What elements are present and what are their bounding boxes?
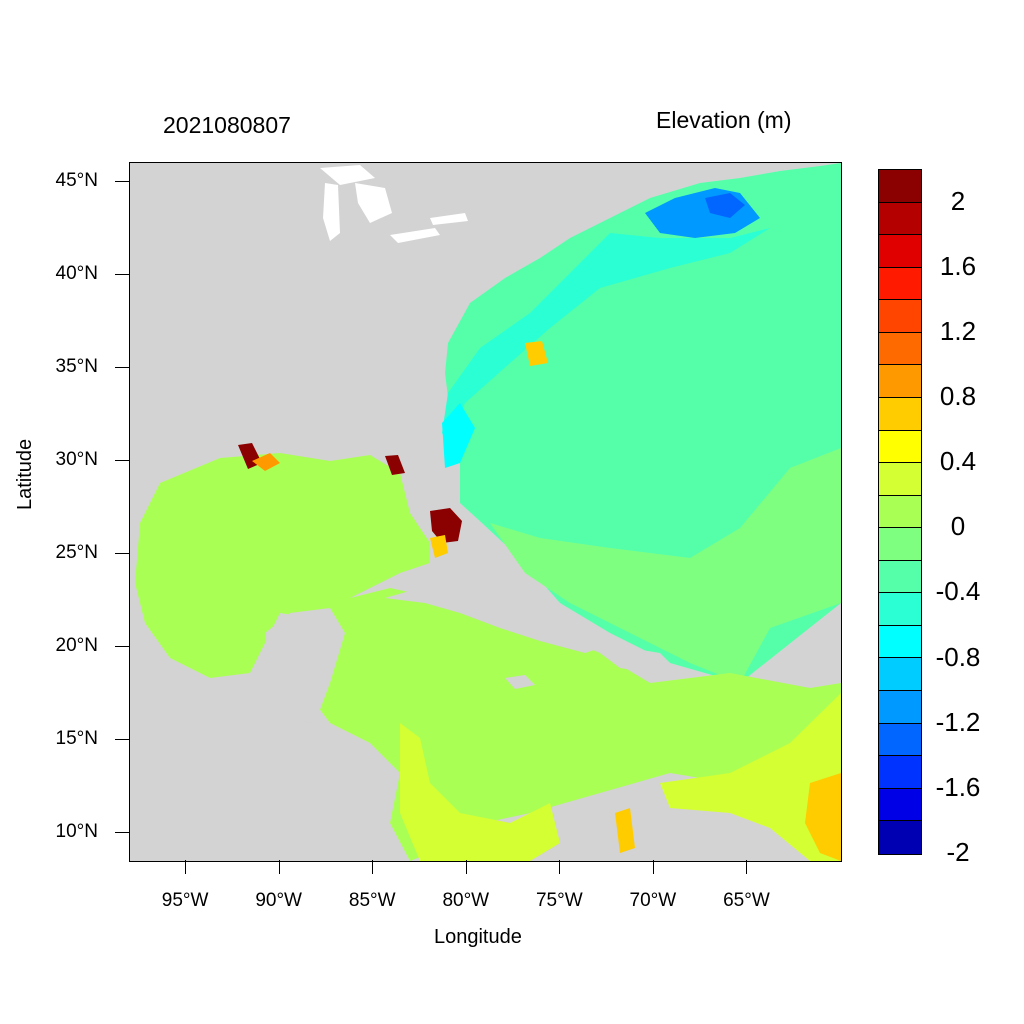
colorbar-label: 1.2 [939, 315, 977, 346]
colorbar-segment [879, 430, 921, 464]
colorbar-segment [879, 756, 921, 789]
x-tick-label: 95°W [161, 890, 209, 911]
colorbar-segment [879, 365, 921, 398]
x-tick-label: 65°W [723, 890, 770, 911]
florida-surge-mid [430, 535, 448, 558]
x-tick-label: 80°W [442, 890, 490, 911]
x-tick-label: 85°W [348, 890, 396, 911]
caribbean-south [400, 723, 560, 861]
y-tick-label: 20°N [55, 634, 98, 656]
x-tick-label: 70°W [629, 890, 677, 911]
y-tick-mark [115, 832, 129, 834]
caribbean-sea [315, 588, 841, 861]
colorbar-label: 0.8 [939, 381, 977, 411]
map-plot[interactable] [129, 162, 842, 862]
colorbar-segment [879, 332, 921, 366]
atlantic-south [490, 448, 841, 683]
colorbar-segment [879, 560, 921, 594]
x-tick-mark [465, 860, 467, 874]
lake-erie [390, 228, 440, 243]
yucatan [265, 608, 345, 723]
colorbar-segment [879, 821, 921, 854]
y-tick-mark [115, 645, 129, 647]
x-tick-mark [372, 860, 374, 874]
hispaniola [600, 648, 675, 673]
colorbar-label: 1.6 [939, 250, 977, 281]
colorbar-segment [879, 691, 921, 724]
colorbar-label: -0.8 [935, 641, 981, 672]
y-tick-label: 30°N [55, 448, 98, 470]
colorbar-segment [879, 202, 921, 236]
shelf-florida [442, 403, 475, 468]
y-tick-label: 10°N [55, 821, 98, 843]
lake-superior [320, 165, 375, 185]
colorbar [878, 169, 922, 855]
x-tick-mark [278, 860, 280, 874]
caribbean-southeast [660, 693, 841, 861]
colorbar-segment [879, 658, 921, 691]
louisiana-surge-mid [252, 453, 280, 471]
venezuela-surge [805, 773, 841, 861]
x-tick-mark [652, 860, 654, 874]
colorbar-segment [879, 235, 921, 268]
colorbar-label: -1.6 [935, 771, 981, 802]
colorbar-segment [879, 593, 921, 626]
colorbar-segment [879, 170, 921, 203]
colorbar-segment [879, 723, 921, 757]
y-tick-mark [115, 552, 129, 554]
y-tick-label: 35°N [55, 355, 98, 377]
gulf-of-maine-inner [705, 193, 745, 218]
colorbar-segment [879, 397, 921, 431]
y-tick-mark [115, 180, 129, 182]
maracaibo-surge [615, 808, 635, 853]
colorbar-label: 2 [950, 185, 966, 216]
florida-surge-high [430, 508, 462, 543]
colorbar-segment [879, 300, 921, 333]
elevation-map [130, 163, 841, 861]
x-tick-mark [185, 860, 187, 874]
colorbar-segment [879, 625, 921, 659]
colorbar-label: 0.4 [939, 446, 977, 477]
colorbar-label: -1.2 [935, 706, 981, 737]
x-tick-mark [559, 860, 561, 874]
lake-michigan [323, 183, 340, 241]
bigbend-surge [385, 455, 405, 475]
gulf-of-mexico [135, 453, 430, 678]
y-tick-label: 25°N [55, 541, 98, 563]
chesapeake-surge [525, 341, 548, 366]
timestamp-title: 2021080807 [163, 112, 291, 138]
colorbar-segment [879, 495, 921, 529]
lake-huron [355, 183, 392, 223]
x-tick-label: 75°W [535, 890, 583, 911]
colorbar-segment [879, 463, 921, 496]
x-tick-label: 90°W [255, 890, 302, 911]
y-tick-mark [115, 273, 129, 275]
colorbar-label: -2 [946, 837, 970, 867]
colorbar-label: -0.4 [935, 576, 981, 607]
cuba [385, 588, 600, 653]
y-tick-label: 45°N [55, 169, 98, 191]
lake-ontario [430, 213, 468, 225]
jamaica [505, 675, 535, 689]
y-tick-label: 40°N [55, 262, 98, 284]
shelf-band [442, 228, 770, 443]
y-tick-mark [115, 366, 129, 368]
variable-title: Elevation (m) [656, 107, 792, 133]
x-tick-mark [746, 860, 748, 874]
colorbar-segment [879, 788, 921, 822]
y-axis-label: Latitude [14, 438, 36, 510]
x-axis-label: Longitude [434, 926, 522, 948]
colorbar-label: 0 [950, 511, 966, 542]
y-tick-label: 15°N [55, 728, 98, 749]
colorbar-segment [879, 267, 921, 301]
y-tick-mark [115, 459, 129, 461]
colorbar-segment [879, 528, 921, 561]
y-tick-mark [115, 739, 129, 740]
